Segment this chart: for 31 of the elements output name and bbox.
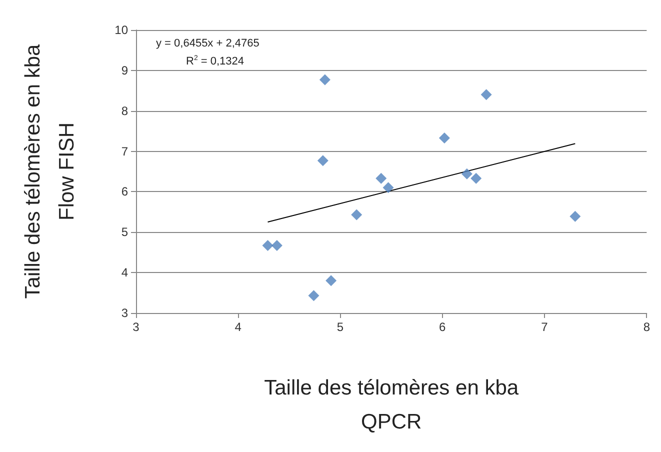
point [376, 172, 387, 184]
x-tick-label: 8 [643, 320, 650, 334]
annotation: y = 0,6455x + 2,4765 [156, 38, 260, 50]
point [438, 132, 450, 144]
point [382, 182, 394, 194]
y-tick-label: 4 [121, 266, 128, 280]
point [351, 209, 362, 220]
x-axis-title: Taille des télomères en kba QPCR [264, 376, 519, 434]
point [319, 74, 330, 86]
y-tick-label: 6 [121, 184, 128, 199]
point [271, 240, 282, 251]
point [262, 240, 274, 251]
point [480, 89, 492, 100]
y-tick-label: 8 [121, 104, 128, 118]
y-tick-label: 3 [121, 306, 128, 320]
x-tick-label: 6 [439, 320, 446, 334]
point [570, 210, 581, 222]
point [470, 172, 482, 184]
y-tick-label: 7 [121, 144, 128, 158]
x-tick-label: 7 [541, 320, 548, 334]
y-tick-label: 5 [121, 225, 128, 240]
y-tick-label: 9 [121, 63, 128, 78]
y-tick-label: 10 [114, 23, 128, 37]
y-axis-title: Taille des télomères en kba Flow FISH [22, 44, 78, 299]
x-tick-label: 3 [132, 320, 140, 334]
point [317, 155, 328, 166]
point [461, 168, 472, 180]
x-tick-label: 4 [234, 320, 242, 334]
x-tick-label: 5 [336, 320, 344, 334]
point [308, 290, 320, 302]
point [326, 275, 337, 286]
